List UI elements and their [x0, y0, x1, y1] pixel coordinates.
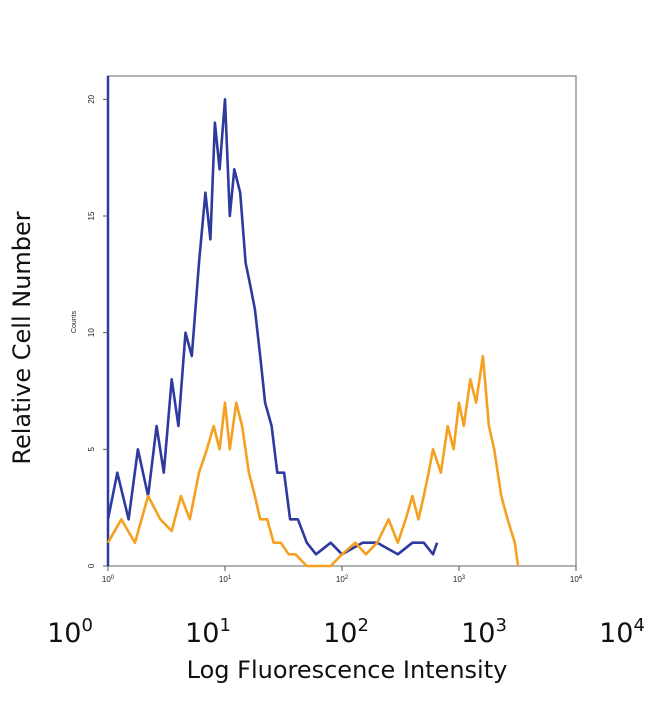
y-tick-label: 20: [87, 94, 96, 103]
x-big-tick-label: 102: [323, 615, 369, 649]
x-big-tick-label: 100: [47, 615, 93, 649]
y-axis-title: Relative Cell Number: [8, 211, 36, 464]
inner-y-axis-label: Counts: [71, 310, 78, 333]
series-line-2: [106, 354, 520, 568]
x-small-tick-label: 104: [570, 575, 583, 584]
x-big-tick-label: 103: [461, 615, 507, 649]
series-layer: [106, 98, 520, 568]
y-tick-label: 5: [87, 447, 96, 452]
x-small-tick-layer: 100 101 102 103 104: [102, 566, 583, 584]
x-small-tick-label: 103: [453, 575, 466, 584]
y-tick-label: 15: [87, 211, 96, 220]
x-small-tick-label: 100: [102, 575, 115, 584]
plot-frame: [107, 75, 577, 567]
y-tick-label: 10: [87, 328, 96, 337]
x-small-tick-label: 102: [336, 575, 349, 584]
series-line-1: [106, 98, 439, 556]
x-big-tick-layer: 100 101 102 103 104: [47, 615, 645, 649]
y-tick-layer: 0 5 10 15 20: [87, 94, 108, 568]
x-big-tick-label: 104: [599, 615, 645, 649]
x-axis-title: Log Fluorescence Intensity: [187, 656, 508, 684]
x-small-tick-label: 101: [219, 575, 232, 584]
x-big-tick-label: 101: [185, 615, 231, 649]
y-tick-label: 0: [87, 563, 96, 568]
